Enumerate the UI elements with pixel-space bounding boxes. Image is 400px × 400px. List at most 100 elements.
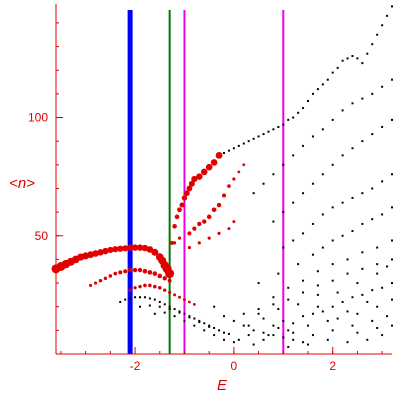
data-point	[107, 246, 114, 254]
data-point	[215, 151, 223, 159]
data-point	[292, 331, 295, 334]
data-point	[292, 116, 295, 119]
data-point	[257, 308, 260, 311]
data-point	[206, 214, 212, 220]
data-point	[122, 245, 129, 252]
data-point	[168, 308, 171, 311]
data-point	[143, 296, 146, 299]
data-point	[386, 14, 389, 17]
data-point	[282, 163, 285, 166]
data-point	[203, 322, 206, 325]
data-point	[98, 278, 103, 283]
data-point	[391, 173, 393, 176]
data-point	[242, 163, 246, 167]
data-point	[272, 324, 275, 327]
data-point	[167, 278, 172, 283]
data-point	[391, 118, 393, 121]
data-point	[302, 291, 305, 294]
data-point	[223, 338, 225, 341]
data-point	[232, 319, 235, 322]
data-point	[152, 271, 158, 276]
data-point	[371, 289, 374, 292]
data-point	[376, 33, 379, 36]
data-point	[316, 293, 319, 296]
data-point	[351, 324, 354, 327]
data-point	[165, 269, 175, 279]
data-point	[267, 334, 270, 337]
data-point	[316, 284, 319, 287]
data-point	[326, 319, 329, 322]
data-point	[371, 187, 374, 190]
data-point	[346, 57, 349, 60]
data-point	[272, 128, 275, 131]
data-point	[257, 135, 260, 138]
data-point	[277, 308, 280, 311]
data-point	[168, 305, 171, 308]
data-point	[267, 130, 270, 133]
data-point	[247, 334, 250, 337]
data-point	[232, 147, 235, 150]
data-point	[172, 223, 177, 229]
data-point	[272, 303, 275, 306]
data-point	[311, 182, 314, 185]
data-point	[153, 284, 157, 289]
data-point	[391, 258, 393, 261]
data-point	[163, 288, 167, 292]
data-point	[252, 329, 255, 332]
data-point	[381, 125, 384, 128]
data-point	[247, 324, 250, 327]
data-point	[242, 312, 245, 315]
data-point	[227, 227, 231, 231]
data-point	[346, 310, 349, 313]
data-point	[257, 282, 260, 285]
data-point	[297, 263, 300, 266]
data-point	[287, 329, 290, 332]
data-point	[376, 272, 379, 275]
data-point	[163, 303, 166, 306]
data-point	[361, 62, 364, 65]
data-point	[376, 305, 379, 308]
data-point	[127, 267, 133, 273]
data-point	[371, 218, 374, 221]
data-point	[182, 298, 186, 302]
data-point	[341, 300, 344, 303]
data-point	[311, 92, 314, 95]
data-point	[205, 163, 213, 171]
data-point	[242, 142, 245, 145]
data-point	[326, 78, 329, 81]
data-point	[272, 296, 275, 299]
data-point	[208, 325, 211, 328]
data-point	[361, 251, 364, 254]
x-tick-label: -2	[130, 359, 141, 373]
data-point	[237, 144, 240, 147]
x-tick-label: 0	[231, 359, 238, 373]
data-point	[137, 267, 143, 273]
data-point	[133, 286, 137, 290]
data-point	[361, 97, 364, 100]
data-point	[208, 324, 211, 327]
data-point	[162, 276, 167, 281]
data-point	[191, 175, 198, 183]
data-point	[188, 315, 191, 318]
data-point	[222, 193, 226, 198]
data-point	[356, 57, 359, 60]
data-point	[163, 311, 166, 314]
data-point	[178, 311, 181, 314]
data-point	[366, 52, 369, 55]
data-point	[302, 232, 305, 235]
data-point	[174, 214, 180, 220]
data-point	[391, 78, 393, 81]
data-point	[151, 248, 159, 256]
data-point	[321, 310, 324, 313]
data-point	[139, 305, 141, 308]
data-point	[321, 173, 324, 176]
data-point	[361, 293, 364, 296]
data-point	[262, 317, 265, 320]
data-point	[173, 308, 176, 311]
data-point	[381, 180, 384, 183]
data-point	[282, 319, 285, 322]
data-point	[292, 154, 295, 157]
data-point	[157, 273, 163, 279]
data-point	[336, 66, 339, 69]
